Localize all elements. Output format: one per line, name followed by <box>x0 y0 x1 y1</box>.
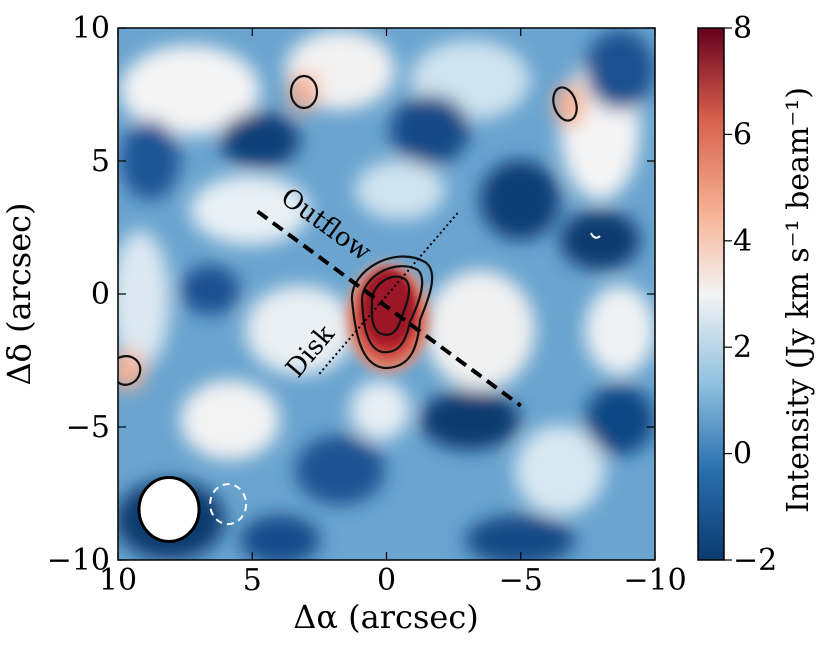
x-tick-label: 0 <box>377 563 396 598</box>
annotations <box>256 209 522 408</box>
north-source-contour <box>289 74 319 110</box>
outflow-line <box>256 209 522 408</box>
primary-beam <box>137 475 201 543</box>
colorbar-label: Intensity (Jy km s⁻¹ beam⁻¹) <box>781 87 816 513</box>
colorbar-tick-label: 8 <box>733 11 752 46</box>
contour-lines <box>118 74 601 386</box>
colorbar-tick-label: −2 <box>733 543 777 578</box>
colorbar <box>697 27 725 561</box>
secondary-beam <box>209 483 248 526</box>
x-tick-label: −5 <box>499 563 543 598</box>
colorbar-tick-label: 0 <box>733 437 752 472</box>
central-contour-middle <box>360 265 424 354</box>
x-tick-label: −10 <box>623 563 686 598</box>
x-tick-label: 10 <box>99 563 137 598</box>
y-axis-label: Δδ (arcsec) <box>0 202 38 385</box>
y-axis-ticks: 10 5 0 −5 −10 <box>47 11 655 578</box>
northwest-source-contour <box>552 86 578 122</box>
colorbar-tick-label: 2 <box>733 330 752 365</box>
east-edge-source-contour <box>118 355 142 386</box>
intensity-map <box>118 28 655 560</box>
y-tick-label: −10 <box>47 543 110 578</box>
colorbar-ticks: −2 0 2 4 6 8 <box>724 11 777 578</box>
x-axis-label: Δα (arcsec) <box>293 598 478 636</box>
colorbar-tick-label: 6 <box>733 117 752 152</box>
y-tick-label: −5 <box>66 410 110 445</box>
central-contour-outer <box>350 255 434 370</box>
y-tick-label: 0 <box>91 277 110 312</box>
x-tick-label: 5 <box>243 563 262 598</box>
y-tick-label: 10 <box>72 11 110 46</box>
x-axis-ticks: 10 5 0 −5 −10 <box>99 28 687 598</box>
white-contour-mark <box>590 232 601 239</box>
central-contour-inner <box>370 275 411 336</box>
y-tick-label: 5 <box>91 144 110 179</box>
colorbar-tick-label: 4 <box>733 224 752 259</box>
disk-line <box>318 210 460 375</box>
